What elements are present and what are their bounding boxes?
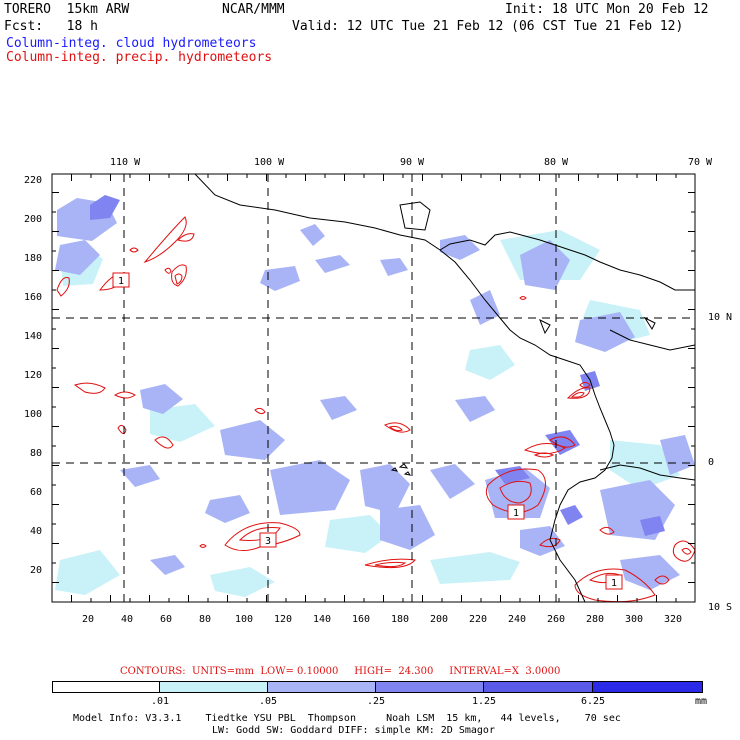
field-cloud-title: Column-integ. cloud hydrometeors xyxy=(6,36,257,51)
x-tick-label: 320 xyxy=(664,614,683,625)
lat-label: 0 xyxy=(708,457,715,468)
model-title: TORERO 15km ARW xyxy=(4,2,130,17)
x-tick-label: 120 xyxy=(274,614,293,625)
lon-label: 80 W xyxy=(544,157,569,168)
lat-label: 10 S xyxy=(708,602,733,613)
x-tick-label: 60 xyxy=(160,614,173,625)
x-tick-label: 280 xyxy=(586,614,605,625)
center-title: NCAR/MMM xyxy=(222,2,285,17)
contour-info: CONTOURS: UNITS=mm LOW= 0.10000 HIGH= 24… xyxy=(120,666,561,677)
lon-label: 100 W xyxy=(254,157,285,168)
legend-value: 6.25 xyxy=(581,696,606,707)
x-tick-label: 160 xyxy=(352,614,371,625)
coastlines xyxy=(194,174,695,602)
field-precip-title: Column-integ. precip. hydrometeors xyxy=(6,50,273,65)
x-tick-label: 20 xyxy=(82,614,95,625)
init-time: Init: 18 UTC Mon 20 Feb 12 xyxy=(505,2,709,17)
y-tick-label: 200 xyxy=(24,214,43,225)
y-tick-label: 220 xyxy=(24,175,43,186)
x-tick-label: 300 xyxy=(625,614,644,625)
x-tick-label: 260 xyxy=(547,614,566,625)
x-tick-label: 140 xyxy=(313,614,332,625)
lon-label: 70 W xyxy=(688,157,713,168)
legend-bin xyxy=(52,681,160,693)
model-physics: LW: Godd SW: Goddard DIFF: simple KM: 2D… xyxy=(212,725,495,736)
valid-time: Valid: 12 UTC Tue 21 Feb 12 (06 CST Tue … xyxy=(292,19,684,34)
x-tick-label: 240 xyxy=(508,614,527,625)
y-tick-label: 80 xyxy=(30,448,43,459)
legend-value: 1.25 xyxy=(472,696,497,707)
legend-value: .01 xyxy=(151,696,170,707)
forecast-hour: Fcst: 18 h xyxy=(4,19,98,34)
x-tick-label: 200 xyxy=(430,614,449,625)
y-tick-label: 120 xyxy=(24,370,43,381)
legend-bin xyxy=(268,681,376,693)
lat-lon-grid xyxy=(52,174,695,602)
model-info: Model Info: V3.3.1 Tiedtke YSU PBL Thomp… xyxy=(73,713,621,724)
cloud-mid-areas xyxy=(55,198,695,590)
max-marker-label: 3 xyxy=(265,536,272,547)
legend-value: .25 xyxy=(367,696,386,707)
max-marker-label: 1 xyxy=(513,508,520,519)
legend-bin xyxy=(160,681,268,693)
y-tick-label: 60 xyxy=(30,487,43,498)
legend-value: .05 xyxy=(259,696,278,707)
legend-bin xyxy=(484,681,593,693)
axis-ticks xyxy=(51,174,695,603)
y-tick-label: 160 xyxy=(24,292,43,303)
legend-unit: mm xyxy=(695,696,708,707)
lat-label: 10 N xyxy=(708,312,733,323)
legend-bin xyxy=(593,681,703,693)
lon-label: 90 W xyxy=(400,157,425,168)
x-tick-label: 80 xyxy=(199,614,212,625)
cloud-light-areas xyxy=(55,230,680,597)
y-tick-label: 140 xyxy=(24,331,43,342)
max-marker-label: 1 xyxy=(611,578,618,589)
x-tick-label: 40 xyxy=(121,614,134,625)
precip-contours xyxy=(56,216,695,602)
x-tick-label: 100 xyxy=(235,614,254,625)
max-markers xyxy=(112,272,623,590)
y-tick-label: 20 xyxy=(30,565,43,576)
y-tick-label: 100 xyxy=(24,409,43,420)
y-tick-label: 180 xyxy=(24,253,43,264)
x-tick-label: 220 xyxy=(469,614,488,625)
x-tick-label: 180 xyxy=(391,614,410,625)
lon-label: 110 W xyxy=(110,157,141,168)
cloud-heavy-areas xyxy=(90,195,665,536)
legend-bin xyxy=(376,681,484,693)
max-marker-label: 1 xyxy=(118,276,125,287)
y-tick-label: 40 xyxy=(30,526,43,537)
